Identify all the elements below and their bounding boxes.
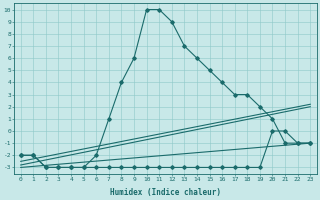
X-axis label: Humidex (Indice chaleur): Humidex (Indice chaleur) — [110, 188, 221, 197]
